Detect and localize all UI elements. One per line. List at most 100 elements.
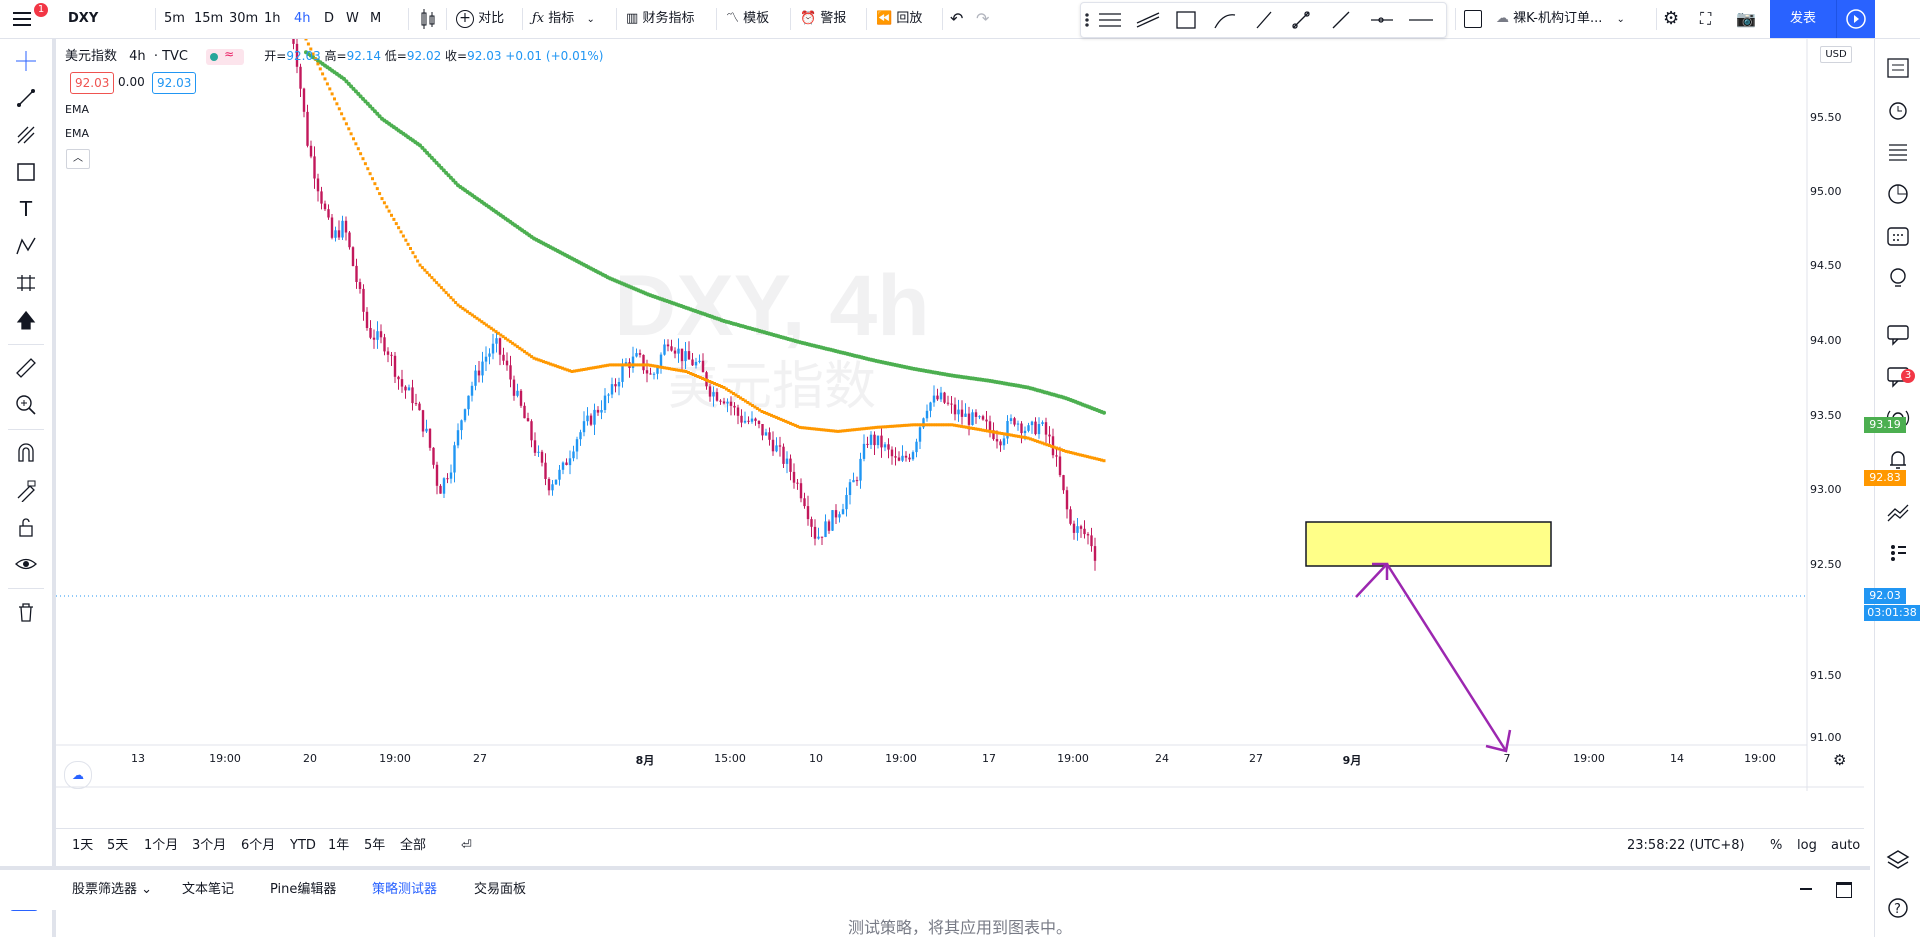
settings-gear-icon[interactable]: ⚙ [1663, 8, 1680, 29]
layout-icon[interactable] [1464, 0, 1482, 38]
log-toggle[interactable]: log [1797, 838, 1817, 853]
chart-pane[interactable]: DXY, 4h 美元指数 美元指数 4h · TVC ≈ 开=92.03 [56, 39, 1920, 791]
interval-M[interactable]: M [370, 11, 382, 26]
compare-button[interactable]: + 对比 [456, 0, 504, 38]
lock-drawing-icon[interactable] [14, 478, 38, 503]
financials-button[interactable]: ▥ 财务指标 [626, 0, 694, 38]
range-5年[interactable]: 5年 [364, 838, 386, 853]
publish-button[interactable]: 发表 [1770, 0, 1836, 38]
range-全部[interactable]: 全部 [400, 838, 427, 853]
pattern-icon[interactable] [14, 234, 38, 258]
goto-date-icon[interactable]: ⏎ [461, 838, 472, 853]
clock-timezone[interactable]: 23:58:22 (UTC+8) [1627, 838, 1745, 853]
interval-5m[interactable]: 5m [164, 11, 185, 26]
candle-down [530, 421, 533, 441]
camera-icon[interactable]: 📷 [1736, 9, 1756, 28]
calendar-icon[interactable] [1885, 223, 1911, 249]
currency-label[interactable]: USD [1820, 46, 1852, 63]
interval-D[interactable]: D [324, 11, 335, 26]
interval-30m[interactable]: 30m [229, 11, 259, 26]
candle-down [309, 145, 313, 157]
templates-button[interactable]: 〽 模板 [726, 0, 769, 38]
tradingview-logo-icon[interactable]: ☁ [64, 761, 92, 789]
minimize-panel-icon[interactable] [1800, 888, 1812, 890]
ideas-lightbulb-icon[interactable] [1885, 265, 1911, 291]
unlock-icon[interactable] [14, 515, 38, 539]
range-6个月[interactable]: 6个月 [241, 838, 276, 853]
range-5天[interactable]: 5天 [107, 838, 129, 853]
magnet-icon[interactable] [14, 441, 38, 465]
yellow-zone-rectangle[interactable] [1305, 521, 1552, 567]
range-3个月[interactable]: 3个月 [192, 838, 227, 853]
replay-button[interactable]: ⏪ 回放 [876, 0, 922, 38]
range-1个月[interactable]: 1个月 [144, 838, 179, 853]
percent-toggle[interactable]: % [1770, 838, 1783, 853]
zoom-in-icon[interactable] [14, 393, 38, 417]
maximize-panel-icon[interactable] [1836, 882, 1852, 898]
panel-tab[interactable]: 交易面板 [474, 882, 527, 897]
ask-price-box[interactable]: 92.03 [152, 72, 197, 94]
undo-icon[interactable]: ↶ [950, 9, 964, 28]
axis-settings-gear-icon[interactable]: ⚙ [1833, 751, 1847, 769]
market-status-toggle[interactable]: ≈ [206, 47, 245, 65]
panel-tab[interactable]: Pine编辑器 [270, 882, 337, 897]
chart-canvas[interactable]: DXY, 4h 美元指数 [56, 39, 1864, 791]
panel-tab[interactable]: 股票筛选器 ⌄ [72, 882, 153, 897]
pitchfork-icon[interactable] [14, 123, 38, 147]
trash-icon[interactable] [14, 600, 38, 624]
indicators-button[interactable]: ƒx 指标 ⌄ [532, 0, 595, 38]
help-icon[interactable]: ? [1885, 895, 1911, 921]
panel-tab[interactable]: 策略测试器 [372, 882, 438, 897]
alarm-clock-icon[interactable] [1885, 97, 1911, 123]
notifications-bell-icon[interactable] [1885, 447, 1911, 473]
fullscreen-icon[interactable]: ⛶ [1700, 9, 1712, 28]
range-1天[interactable]: 1天 [72, 838, 94, 853]
interval-1h[interactable]: 1h [264, 11, 281, 26]
interval-4h[interactable]: 4h [294, 11, 311, 26]
interval-W[interactable]: W [346, 11, 359, 26]
arrow-up-icon[interactable]: 🡅 [15, 308, 37, 332]
range-1年[interactable]: 1年 [328, 838, 350, 853]
projection-arrow[interactable] [1355, 562, 1512, 753]
watchlist-icon[interactable] [1885, 55, 1911, 81]
auto-toggle[interactable]: auto [1831, 838, 1861, 853]
eye-icon[interactable] [14, 552, 38, 576]
ema-point [905, 423, 909, 427]
candle-up [922, 418, 925, 428]
alert-button[interactable]: ⏰ 警报 [800, 0, 846, 38]
ema-point [1066, 450, 1070, 454]
menu-icon[interactable] [12, 0, 40, 38]
crosshair-icon[interactable] [14, 49, 38, 73]
templates-icon: 〽 [726, 11, 740, 26]
price-tick: 93.00 [1810, 483, 1842, 496]
text-icon[interactable]: T [19, 197, 33, 221]
play-icon[interactable] [1836, 0, 1875, 38]
ruler-icon[interactable] [14, 356, 38, 380]
data-window-icon[interactable] [1885, 139, 1911, 165]
redo-icon[interactable]: ↷ [976, 9, 990, 28]
ema-point [1076, 452, 1080, 456]
ema-point [660, 365, 664, 369]
high-label: 高= [324, 49, 347, 63]
chart-type-icon[interactable] [418, 0, 438, 38]
chat-icon[interactable] [1885, 321, 1911, 347]
bid-price-box[interactable]: 92.03 [70, 72, 115, 94]
compare-label: 对比 [478, 11, 505, 26]
panel-tab[interactable]: 文本笔记 [182, 882, 235, 897]
symbol-search[interactable]: DXY [68, 11, 99, 26]
ema-point [501, 335, 505, 339]
prediction-icon[interactable] [14, 271, 38, 295]
layers-icon[interactable] [1885, 847, 1911, 873]
ema-legend-2[interactable]: EMA [65, 127, 89, 140]
range-YTD[interactable]: YTD [290, 838, 316, 853]
dom-icon[interactable] [1885, 539, 1911, 565]
collapse-legend-button[interactable]: ︿ [66, 149, 90, 169]
ema-legend-1[interactable]: EMA [65, 103, 89, 116]
hotlist-icon[interactable] [1885, 181, 1911, 207]
trading-panel-icon[interactable] [1885, 499, 1911, 525]
template-select[interactable]: ☁ 裸K-机构订单... ⌄ [1496, 0, 1625, 38]
shape-icon[interactable] [14, 160, 38, 184]
interval-15m[interactable]: 15m [194, 11, 224, 26]
ema-point [314, 57, 317, 61]
trend-line-icon[interactable] [14, 86, 38, 110]
